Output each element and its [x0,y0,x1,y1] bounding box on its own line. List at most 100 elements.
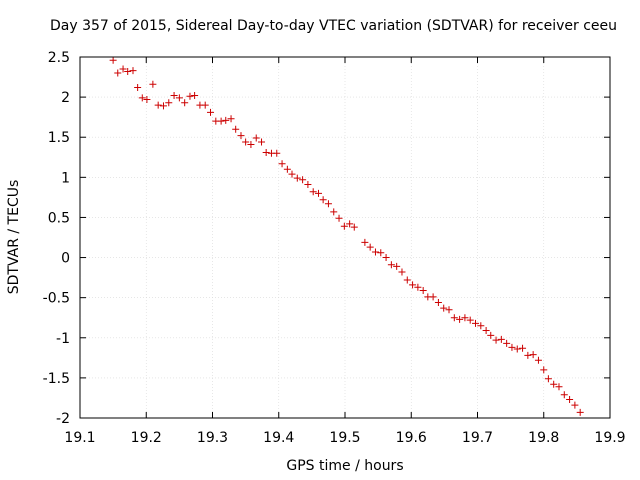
data-point-marker [242,138,250,146]
data-point-marker [513,345,521,353]
data-point-marker [262,148,270,156]
data-point-marker [129,67,137,75]
data-point-marker [398,268,406,276]
data-point-marker [114,69,122,77]
data-point-marker [434,298,442,306]
x-tick-label: 19.7 [462,430,493,446]
x-axis-tick-labels: 19.1 19.2 19.3 19.4 19.5 19.6 19.7 19.8 19.9 [64,430,625,446]
data-point-marker [429,293,437,301]
data-point-marker [560,391,568,399]
data-point-marker [403,276,411,284]
data-point-marker [283,165,291,173]
data-point-marker [324,200,332,208]
chart-title: Day 357 of 2015, Sidereal Day-to-day VTE… [50,18,617,34]
data-point-marker [409,281,417,289]
data-point-marker [544,375,552,383]
data-point-marker [450,314,458,322]
data-points [109,56,584,416]
data-point-marker [461,314,469,322]
y-tick-label: 2 [61,90,70,106]
x-tick-label: 19.5 [329,430,360,446]
x-tick-label: 19.3 [197,430,228,446]
data-point-marker [350,223,358,231]
data-point-marker [319,196,327,204]
data-point-marker [414,283,422,291]
data-point-marker [330,208,338,216]
data-point-marker [186,92,194,100]
x-tick-label: 19.9 [594,430,625,446]
y-tick-label: -1.5 [43,371,70,387]
data-point-marker [482,327,490,335]
data-point-marker [227,115,235,123]
data-point-marker [247,140,255,148]
y-tick-label: 0 [61,251,70,267]
y-tick-label: 0.5 [48,210,70,226]
data-point-marker [466,316,474,324]
data-point-marker [540,366,548,374]
data-point-marker [109,56,117,64]
data-point-marker [222,116,230,124]
data-point-marker [293,174,301,182]
x-tick-label: 19.8 [528,430,559,446]
data-point-marker [571,401,579,409]
data-point-marker [237,132,245,140]
data-point-marker [315,189,322,197]
data-point-marker [232,125,240,133]
data-point-marker [273,149,281,157]
data-point-marker [576,408,584,416]
data-point-marker [124,67,132,75]
data-point-marker [278,160,286,168]
data-point-marker [149,80,157,88]
data-point-marker [487,331,495,339]
y-axis-tick-labels: -2 -1.5 -1 -0.5 0 0.5 1 1.5 2 2.5 [43,50,70,427]
data-point-marker [366,243,374,251]
data-point-marker [524,351,532,359]
data-point-marker [288,170,296,178]
data-point-marker [181,99,189,107]
data-point-marker [371,248,379,256]
data-point-marker [309,188,317,196]
data-point-marker [566,396,574,404]
data-point-marker [393,262,401,270]
data-point-marker [138,94,146,102]
data-point-marker [472,319,480,327]
data-point-marker [217,117,225,125]
data-point-marker [159,102,167,110]
data-point-marker [440,304,448,312]
x-tick-label: 19.2 [131,430,162,446]
data-point-marker [304,181,312,189]
y-tick-label: -1 [56,331,70,347]
data-point-marker [529,351,537,359]
data-point-marker [191,92,199,100]
data-point-marker [346,220,354,228]
data-point-marker [143,96,151,104]
data-point-marker [445,306,453,314]
data-point-marker [503,339,511,347]
data-point-marker [519,344,527,352]
data-point-marker [361,238,369,246]
y-tick-label: 2.5 [48,50,70,66]
x-axis-label: GPS time / hours [286,458,403,474]
data-point-marker [382,254,390,262]
data-point-marker [555,383,563,391]
data-point-marker [387,261,395,269]
data-point-marker [134,83,142,91]
data-point-marker [456,315,464,323]
plot-frame [79,56,611,419]
data-point-marker [419,286,427,294]
data-point-marker [534,356,542,364]
grid-lines [80,57,610,418]
data-point-marker [335,214,343,222]
y-tick-label: -0.5 [43,291,70,307]
data-point-marker [207,108,215,116]
data-point-marker [258,138,266,146]
x-tick-label: 19.6 [396,430,427,446]
data-point-marker [165,99,173,107]
data-point-marker [492,336,500,344]
data-point-marker [175,94,183,102]
y-axis-label: SDTVAR / TECUs [6,180,22,295]
data-point-marker [508,343,516,351]
data-point-marker [170,92,178,100]
y-tick-label: 1 [61,170,70,186]
y-tick-label: -2 [56,411,70,427]
